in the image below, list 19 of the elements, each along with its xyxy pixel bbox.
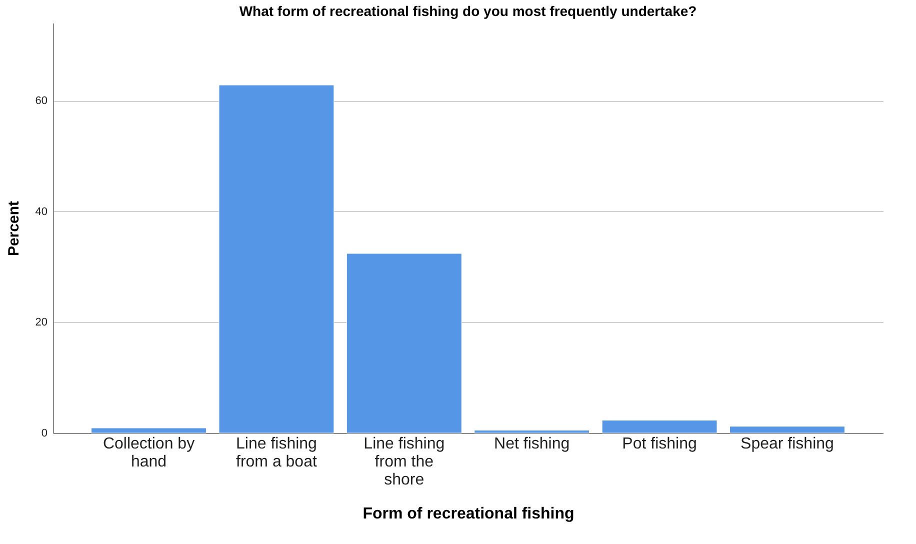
y-tick-label: 20 <box>35 316 48 329</box>
y-tick-label: 60 <box>35 95 48 108</box>
x-tick-label: Collection by hand <box>102 436 195 470</box>
bar <box>218 84 334 434</box>
bar <box>91 428 206 434</box>
bar <box>474 430 590 434</box>
x-axis-title: Form of recreational fishing <box>362 506 574 522</box>
x-tick-label: Spear fishing <box>740 436 834 452</box>
bar <box>346 253 462 434</box>
x-tick-label: Line fishing from the shore <box>364 436 445 488</box>
y-axis-title: Percent <box>5 200 22 256</box>
chart-title: What form of recreational fishing do you most frequently undertake? <box>239 3 697 19</box>
x-tick-label: Pot fishing <box>622 436 697 452</box>
x-tick-label: Line fishing from a boat <box>236 436 318 470</box>
y-tick-label: 40 <box>35 206 48 218</box>
bar <box>730 426 845 434</box>
x-tick-label: Net fishing <box>494 436 570 452</box>
y-tick-label: 0 <box>41 428 48 440</box>
bar <box>602 420 718 434</box>
